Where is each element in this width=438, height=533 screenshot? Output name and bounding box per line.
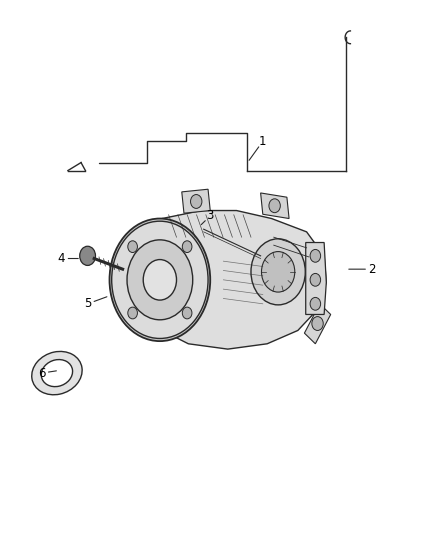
Text: 4: 4: [57, 252, 65, 265]
Ellipse shape: [41, 360, 73, 386]
Text: 2: 2: [368, 263, 376, 276]
Ellipse shape: [32, 351, 82, 395]
Circle shape: [182, 241, 192, 253]
Polygon shape: [182, 189, 210, 213]
Text: 1: 1: [259, 135, 267, 148]
Polygon shape: [261, 193, 289, 219]
Text: 3: 3: [207, 209, 214, 222]
Circle shape: [112, 221, 208, 338]
Circle shape: [261, 252, 295, 292]
Circle shape: [143, 260, 177, 300]
Circle shape: [128, 307, 138, 319]
Circle shape: [80, 246, 95, 265]
Circle shape: [310, 273, 321, 286]
Circle shape: [127, 240, 193, 320]
Circle shape: [128, 241, 138, 253]
Circle shape: [310, 249, 321, 262]
Text: 5: 5: [84, 297, 91, 310]
Circle shape: [312, 317, 323, 330]
Circle shape: [191, 195, 202, 208]
Text: 6: 6: [38, 367, 46, 379]
Polygon shape: [306, 243, 326, 314]
Circle shape: [110, 219, 210, 341]
Circle shape: [182, 307, 192, 319]
Polygon shape: [304, 304, 331, 344]
Circle shape: [251, 239, 305, 305]
Circle shape: [310, 297, 321, 310]
Circle shape: [269, 199, 280, 213]
Polygon shape: [129, 211, 326, 349]
